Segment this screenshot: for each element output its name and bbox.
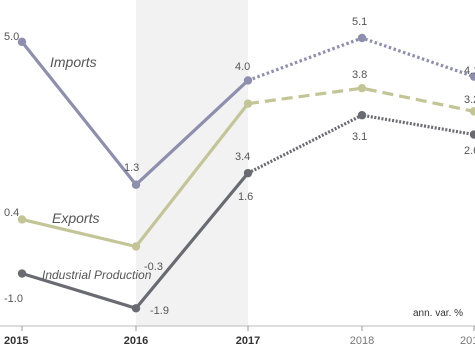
- data-point: [17, 215, 27, 224]
- data-label: 3.8: [352, 69, 367, 81]
- series-line-projection: [247, 86, 475, 113]
- data-point: [469, 130, 475, 139]
- data-label: 5.1: [352, 16, 367, 28]
- data-point: [357, 111, 367, 120]
- series-line-projection: [247, 113, 475, 175]
- x-tick-label: 2017: [236, 335, 260, 347]
- x-tick-label: 2018: [350, 335, 374, 347]
- data-point: [469, 107, 475, 116]
- data-point: [243, 99, 253, 108]
- data-label: 0.4: [4, 207, 19, 219]
- data-point: [243, 168, 253, 178]
- data-point: [357, 33, 367, 43]
- series-name-label: Industrial Production: [42, 268, 152, 282]
- x-tick-label: 2019: [460, 335, 475, 347]
- data-label: 1.3: [124, 162, 139, 174]
- data-point: [17, 37, 27, 47]
- data-point: [469, 72, 475, 81]
- series-name-label: Imports: [50, 54, 97, 70]
- x-tick-label: 2016: [124, 335, 148, 347]
- shaded-region: [136, 0, 248, 326]
- data-label: 5.0: [4, 31, 19, 43]
- data-point: [357, 83, 367, 93]
- data-point: [131, 304, 141, 313]
- data-label: -1.9: [150, 305, 169, 317]
- data-point: [243, 76, 253, 85]
- data-label: 3.2: [464, 94, 475, 106]
- data-label: -1.0: [4, 293, 23, 305]
- data-label: -0.3: [144, 261, 163, 273]
- data-point: [131, 242, 141, 251]
- data-label: 4.1: [464, 65, 475, 77]
- unit-label: ann. var. %: [413, 308, 463, 319]
- data-point: [131, 180, 141, 189]
- series-name-label: Exports: [52, 210, 99, 226]
- data-label: 1.6: [238, 191, 253, 203]
- data-label: 3.1: [352, 131, 367, 143]
- data-label: 2.6: [464, 145, 475, 157]
- data-label: 3.4: [235, 151, 250, 163]
- x-tick-label: 2015: [4, 335, 28, 347]
- data-label: 4.0: [235, 61, 250, 73]
- data-point: [17, 269, 27, 278]
